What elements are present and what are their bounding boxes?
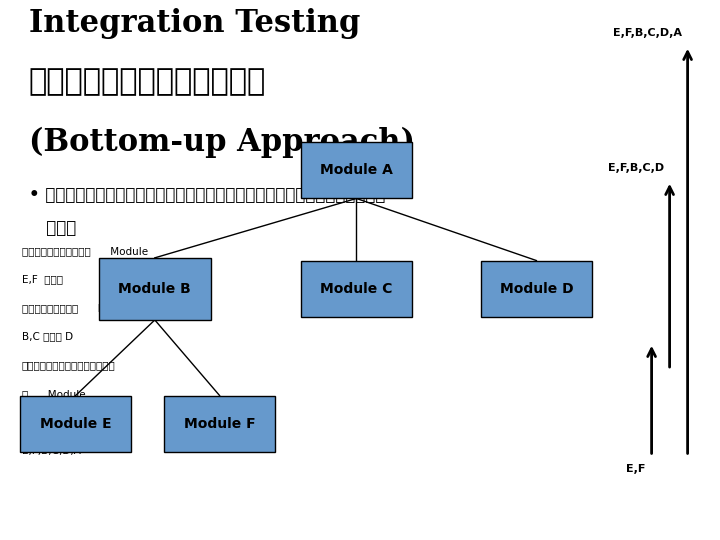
Text: เรมทดสอบจาก      Module: เรมทดสอบจาก Module — [22, 246, 148, 256]
Text: E,F,B,C,D,A: E,F,B,C,D,A — [613, 28, 682, 38]
Text: Module D: Module D — [500, 282, 573, 296]
FancyBboxPatch shape — [99, 258, 210, 320]
Text: Module E: Module E — [40, 417, 112, 431]
Text: Module C: Module C — [320, 282, 392, 296]
Text: Module B: Module B — [118, 282, 192, 296]
Text: Module A: Module A — [320, 163, 393, 177]
Text: ม      Module: ม Module — [22, 389, 85, 399]
Text: ทดสอบรวมกบ: ทดสอบรวมกบ — [22, 417, 84, 428]
Text: Module F: Module F — [184, 417, 256, 431]
Text: Integration Testing: Integration Testing — [29, 8, 360, 39]
FancyBboxPatch shape — [481, 260, 593, 317]
FancyBboxPatch shape — [301, 141, 412, 198]
Text: B,C และ D: B,C และ D — [22, 332, 73, 342]
Text: นบน: นบน — [29, 219, 76, 237]
Text: E,F,B,C,D: E,F,B,C,D — [608, 163, 664, 173]
Text: แลวคอยเพม      Module: แลวคอยเพม Module — [22, 303, 135, 313]
Text: ตามลำดบตอไปคอเพ: ตามลำดบตอไปคอเพ — [22, 360, 115, 370]
FancyBboxPatch shape — [163, 395, 275, 453]
Text: E,F: E,F — [626, 464, 646, 475]
FancyBboxPatch shape — [301, 260, 412, 317]
FancyBboxPatch shape — [19, 395, 132, 453]
Text: E,F,B,C,D,A: E,F,B,C,D,A — [22, 446, 81, 456]
Text: (Bottom-up Approach): (Bottom-up Approach) — [29, 127, 415, 158]
Text: แบบจากลางขนบน: แบบจากลางขนบน — [29, 68, 266, 97]
Text: E,F  กอน: E,F กอน — [22, 274, 63, 285]
Text: • เปนการทดสอบโปรแกรมโดยทดสอบโมดลลางข: • เปนการทดสอบโปรแกรมโดยทดสอบโมดลลางข — [29, 186, 385, 204]
